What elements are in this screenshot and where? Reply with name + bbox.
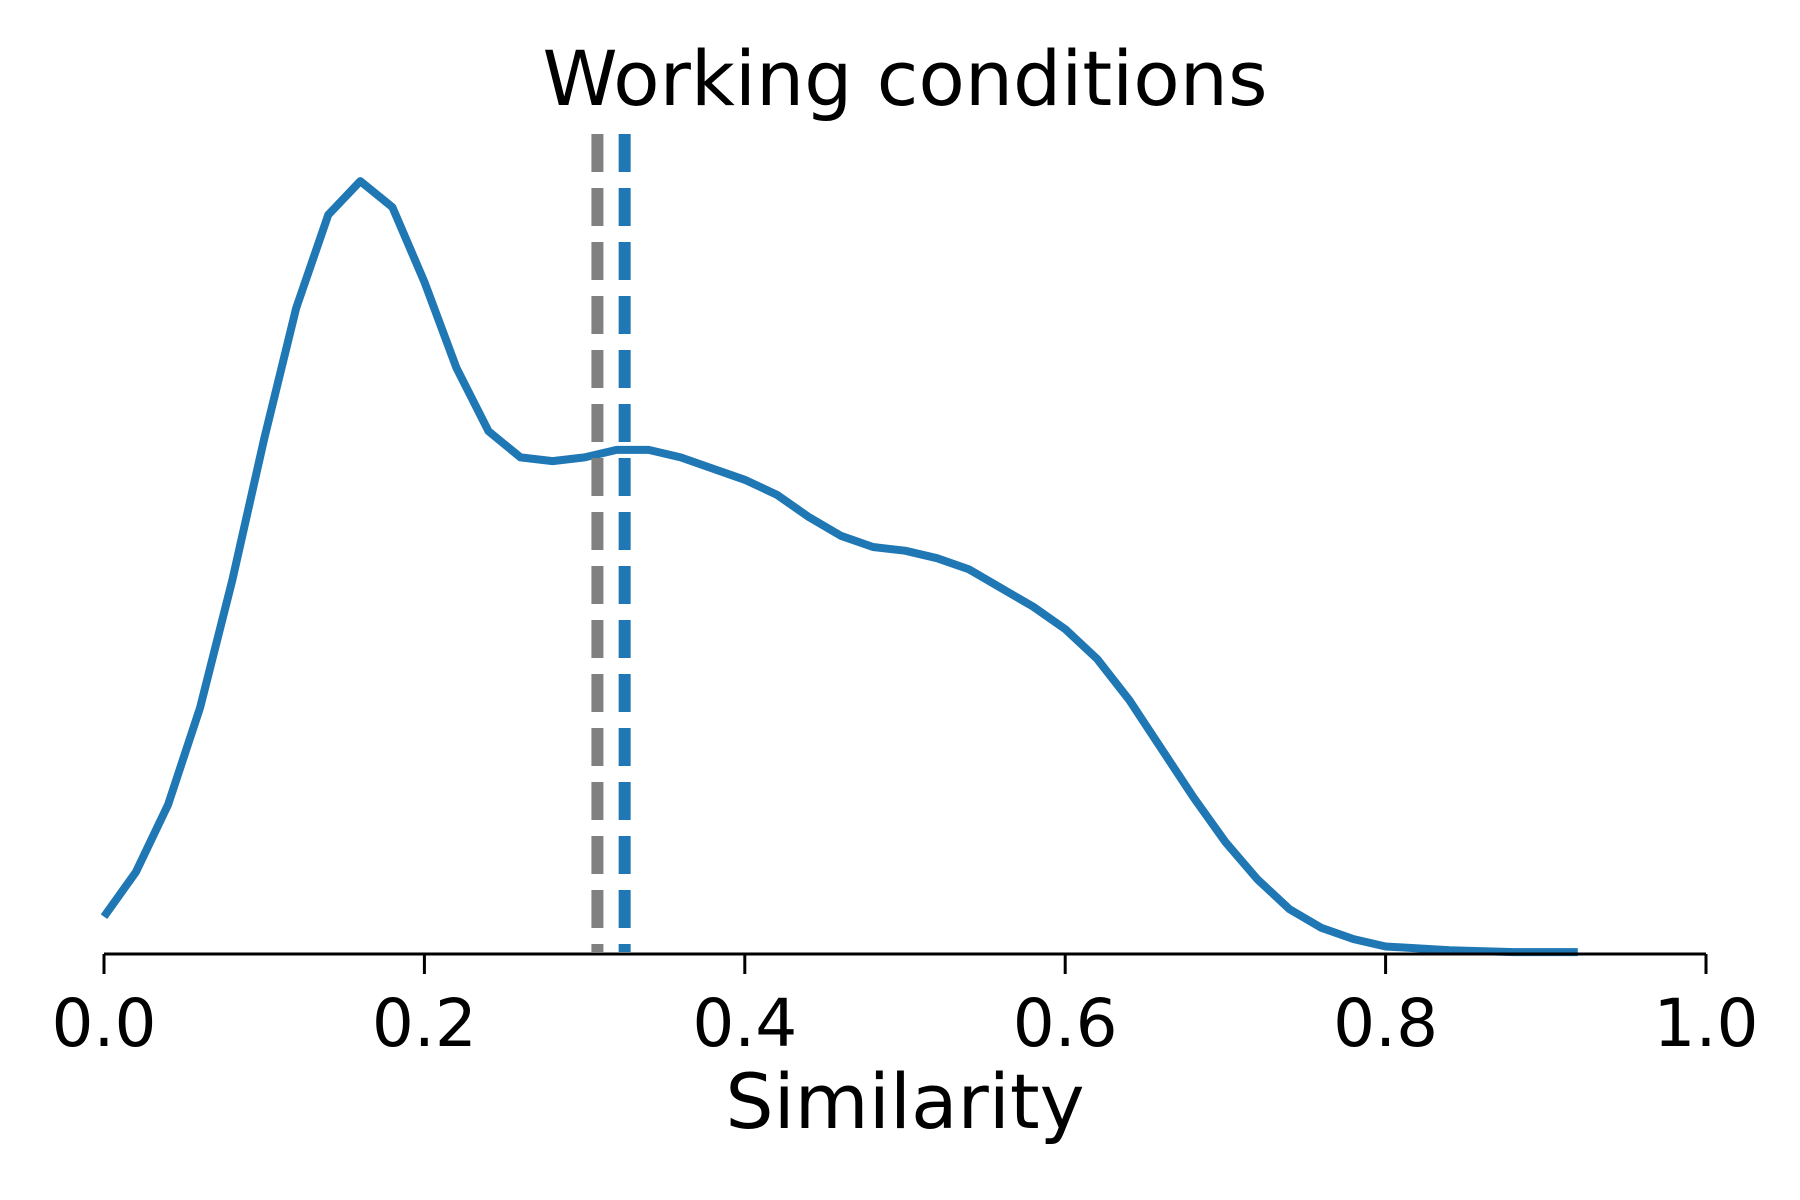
x-tick-label-3: 0.6 <box>1013 985 1118 1062</box>
x-axis-label: Similarity <box>725 1057 1084 1146</box>
x-tick-label-5: 1.0 <box>1654 985 1759 1062</box>
chart-title: Working conditions <box>542 34 1267 123</box>
x-tick-label-4: 0.8 <box>1333 985 1438 1062</box>
x-tick-label-1: 0.2 <box>372 985 477 1062</box>
x-tick-label-2: 0.4 <box>692 985 797 1062</box>
x-axis: 0.0 0.2 0.4 0.6 0.8 1.0 <box>52 952 1759 1062</box>
plot-area <box>100 134 1578 957</box>
x-tick-label-0: 0.0 <box>52 985 157 1062</box>
density-curve-0 <box>100 177 1578 957</box>
